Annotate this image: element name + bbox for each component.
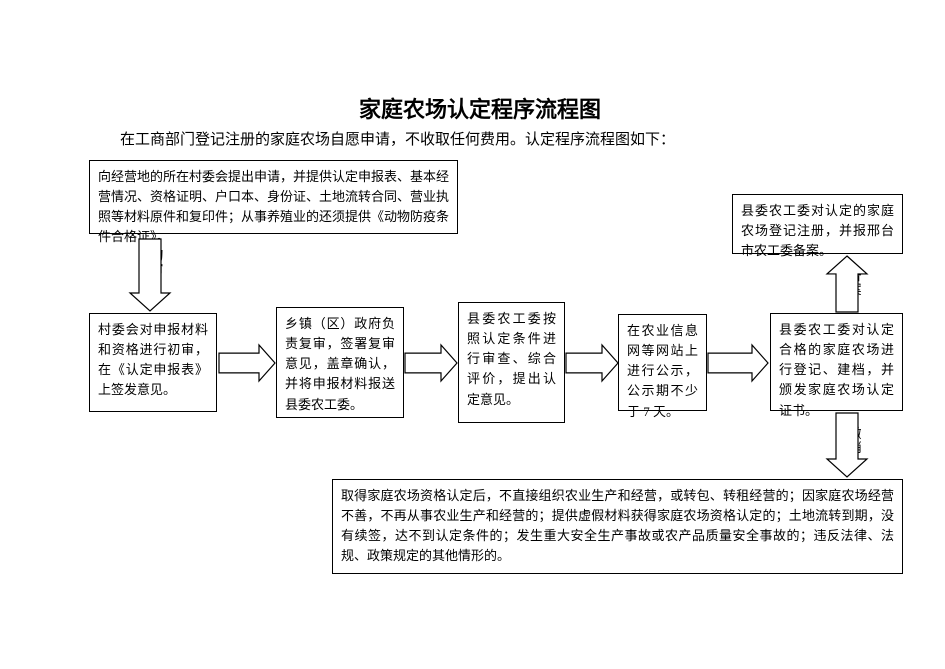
- flowchart-canvas: 家庭农场认定程序流程图 在工商部门登记注册的家庭农场自愿申请，不收取任何费用。认…: [0, 0, 945, 669]
- arrow-right-banzheng-icon: [708, 345, 768, 381]
- arrow-right-gongshi-icon: [566, 345, 618, 381]
- arrow-up-beian-icon: [827, 256, 867, 312]
- node-county-review: 县委农工委按照认定条件进行审查、综合评价，提出认定意见。: [458, 302, 565, 423]
- page-title: 家庭农场认定程序流程图: [320, 92, 640, 124]
- arrow-right-fushen-icon: [219, 345, 275, 381]
- node-issue: 县委农工委对认定合格的家庭农场进行登记、建档，并颁发家庭农场认定证书。: [770, 313, 903, 411]
- node-town: 乡镇（区）政府负责复审，签署复审意见，盖章确认，并将申报材料报送县委农工委。: [276, 307, 404, 418]
- node-revoke: 取得家庭农场资格认定后，不直接组织农业生产和经营，或转包、转租经营的；因家庭农场…: [332, 479, 903, 574]
- arrow-down-chexiao-icon: [827, 413, 867, 477]
- node-apply: 向经营地的所在村委会提出申请，并提供认定申报表、基本经营情况、资格证明、户口本、…: [89, 160, 458, 234]
- page-subtitle: 在工商部门登记注册的家庭农场自愿申请，不收取任何费用。认定程序流程图如下：: [120, 128, 880, 149]
- arrow-right-rending-icon: [405, 345, 457, 381]
- node-publicity: 在农业信息网等网站上进行公示，公示期不少于 7 天。: [618, 314, 707, 411]
- node-register: 县委农工委对认定的家庭农场登记注册，并报邢台市农工委备案。: [732, 194, 903, 254]
- node-village: 村委会对申报材料和资格进行初审，在《认定申报表》上签发意见。: [89, 313, 217, 412]
- arrow-down-chushen-icon: [130, 239, 170, 311]
